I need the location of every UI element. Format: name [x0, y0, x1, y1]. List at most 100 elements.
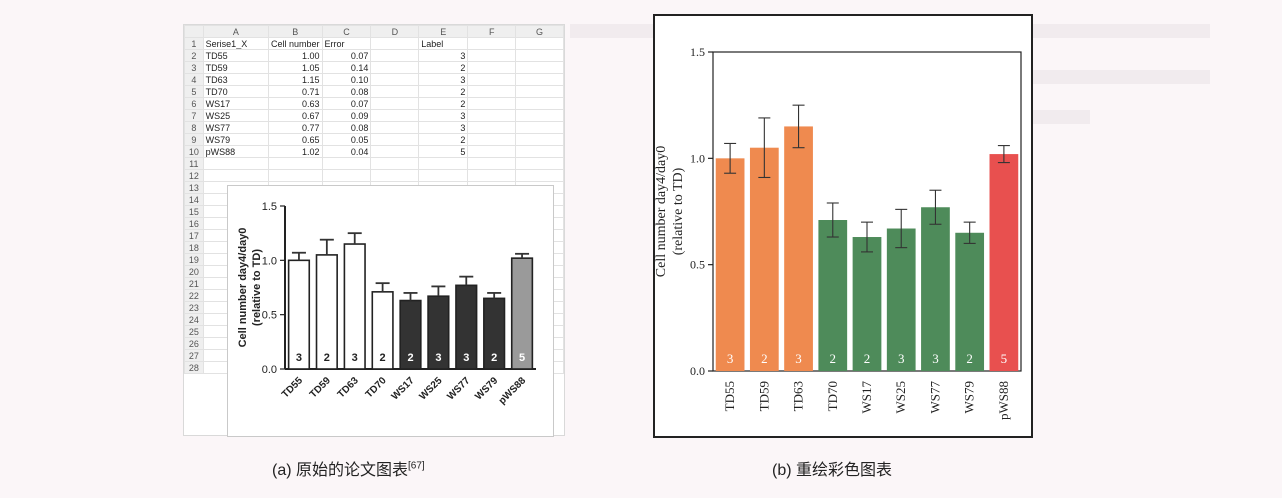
sheet-cell[interactable]: [370, 145, 420, 158]
row-header[interactable]: 1: [184, 37, 204, 50]
column-header[interactable]: E: [418, 25, 469, 38]
row-header[interactable]: 23: [184, 301, 204, 314]
sheet-cell[interactable]: [370, 85, 420, 98]
sheet-cell[interactable]: [202, 169, 270, 182]
sheet-cell[interactable]: [515, 85, 564, 98]
sheet-cell[interactable]: TD55: [202, 49, 270, 62]
row-header[interactable]: 8: [184, 121, 204, 134]
sheet-cell[interactable]: 1.02: [268, 145, 323, 158]
sheet-cell[interactable]: [467, 37, 517, 50]
sheet-cell[interactable]: 0.67: [268, 109, 323, 122]
sheet-cell[interactable]: 3: [418, 49, 469, 62]
row-header[interactable]: 7: [184, 109, 204, 122]
column-header[interactable]: C: [321, 25, 372, 38]
row-header[interactable]: 24: [184, 313, 204, 326]
row-header[interactable]: 5: [184, 85, 204, 98]
column-header[interactable]: B: [268, 25, 323, 38]
sheet-cell[interactable]: 0.77: [268, 121, 323, 134]
sheet-cell[interactable]: [268, 169, 323, 182]
sheet-cell[interactable]: [467, 157, 517, 170]
row-header[interactable]: 16: [184, 217, 204, 230]
sheet-cell[interactable]: 0.14: [321, 61, 372, 74]
sheet-cell[interactable]: [370, 61, 420, 74]
sheet-cell[interactable]: TD70: [202, 85, 270, 98]
sheet-cell[interactable]: 0.08: [321, 121, 372, 134]
sheet-cell[interactable]: [467, 145, 517, 158]
sheet-cell[interactable]: [467, 133, 517, 146]
sheet-cell[interactable]: [321, 157, 372, 170]
sheet-cell[interactable]: Error: [321, 37, 372, 50]
sheet-cell[interactable]: [418, 157, 469, 170]
sheet-cell[interactable]: TD63: [202, 73, 270, 86]
row-header[interactable]: 27: [184, 349, 204, 362]
row-header[interactable]: 6: [184, 97, 204, 110]
sheet-cell[interactable]: 2: [418, 133, 469, 146]
sheet-cell[interactable]: [370, 97, 420, 110]
sheet-cell[interactable]: [467, 73, 517, 86]
sheet-cell[interactable]: [467, 109, 517, 122]
sheet-cell[interactable]: [370, 121, 420, 134]
sheet-cell[interactable]: [202, 157, 270, 170]
row-header[interactable]: 2: [184, 49, 204, 62]
column-header[interactable]: D: [370, 25, 420, 38]
sheet-cell[interactable]: [370, 37, 420, 50]
sheet-cell[interactable]: [268, 157, 323, 170]
sheet-cell[interactable]: [418, 169, 469, 182]
row-header[interactable]: 3: [184, 61, 204, 74]
sheet-cell[interactable]: 0.10: [321, 73, 372, 86]
row-header[interactable]: 4: [184, 73, 204, 86]
row-header[interactable]: 22: [184, 289, 204, 302]
sheet-cell[interactable]: [467, 121, 517, 134]
sheet-cell[interactable]: [370, 109, 420, 122]
sheet-cell[interactable]: Label: [418, 37, 469, 50]
sheet-cell[interactable]: 3: [418, 73, 469, 86]
sheet-cell[interactable]: 2: [418, 61, 469, 74]
sheet-cell[interactable]: [515, 97, 564, 110]
row-header[interactable]: 18: [184, 241, 204, 254]
row-header[interactable]: 25: [184, 325, 204, 338]
row-header[interactable]: 17: [184, 229, 204, 242]
row-header[interactable]: 26: [184, 337, 204, 350]
sheet-cell[interactable]: [515, 73, 564, 86]
sheet-cell[interactable]: [515, 37, 564, 50]
sheet-cell[interactable]: [515, 169, 564, 182]
sheet-cell[interactable]: 2: [418, 85, 469, 98]
sheet-cell[interactable]: 3: [418, 121, 469, 134]
sheet-cell[interactable]: 0.07: [321, 97, 372, 110]
sheet-cell[interactable]: [515, 61, 564, 74]
sheet-cell[interactable]: TD59: [202, 61, 270, 74]
sheet-cell[interactable]: [515, 121, 564, 134]
row-header[interactable]: 21: [184, 277, 204, 290]
row-header[interactable]: 13: [184, 181, 204, 194]
sheet-cell[interactable]: Cell number: [268, 37, 323, 50]
sheet-cell[interactable]: [515, 109, 564, 122]
sheet-cell[interactable]: 1.15: [268, 73, 323, 86]
sheet-cell[interactable]: [515, 145, 564, 158]
sheet-cell[interactable]: [467, 49, 517, 62]
sheet-cell[interactable]: [467, 97, 517, 110]
column-header[interactable]: G: [515, 25, 564, 38]
sheet-cell[interactable]: [515, 157, 564, 170]
sheet-cell[interactable]: 1.00: [268, 49, 323, 62]
sheet-cell[interactable]: Serise1_X: [202, 37, 270, 50]
sheet-cell[interactable]: [321, 169, 372, 182]
sheet-cell[interactable]: 1.05: [268, 61, 323, 74]
sheet-cell[interactable]: 0.65: [268, 133, 323, 146]
row-header[interactable]: 11: [184, 157, 204, 170]
sheet-cell[interactable]: 2: [418, 97, 469, 110]
row-header[interactable]: 19: [184, 253, 204, 266]
sheet-cell[interactable]: [467, 85, 517, 98]
row-header[interactable]: 20: [184, 265, 204, 278]
sheet-cell[interactable]: [467, 169, 517, 182]
sheet-cell[interactable]: [515, 49, 564, 62]
sheet-cell[interactable]: [467, 61, 517, 74]
sheet-cell[interactable]: 5: [418, 145, 469, 158]
column-header[interactable]: F: [467, 25, 517, 38]
sheet-cell[interactable]: 0.04: [321, 145, 372, 158]
sheet-cell[interactable]: [370, 73, 420, 86]
sheet-cell[interactable]: WS25: [202, 109, 270, 122]
sheet-cell[interactable]: 0.05: [321, 133, 372, 146]
row-header[interactable]: 28: [184, 361, 204, 374]
row-header[interactable]: 10: [184, 145, 204, 158]
row-header[interactable]: 12: [184, 169, 204, 182]
